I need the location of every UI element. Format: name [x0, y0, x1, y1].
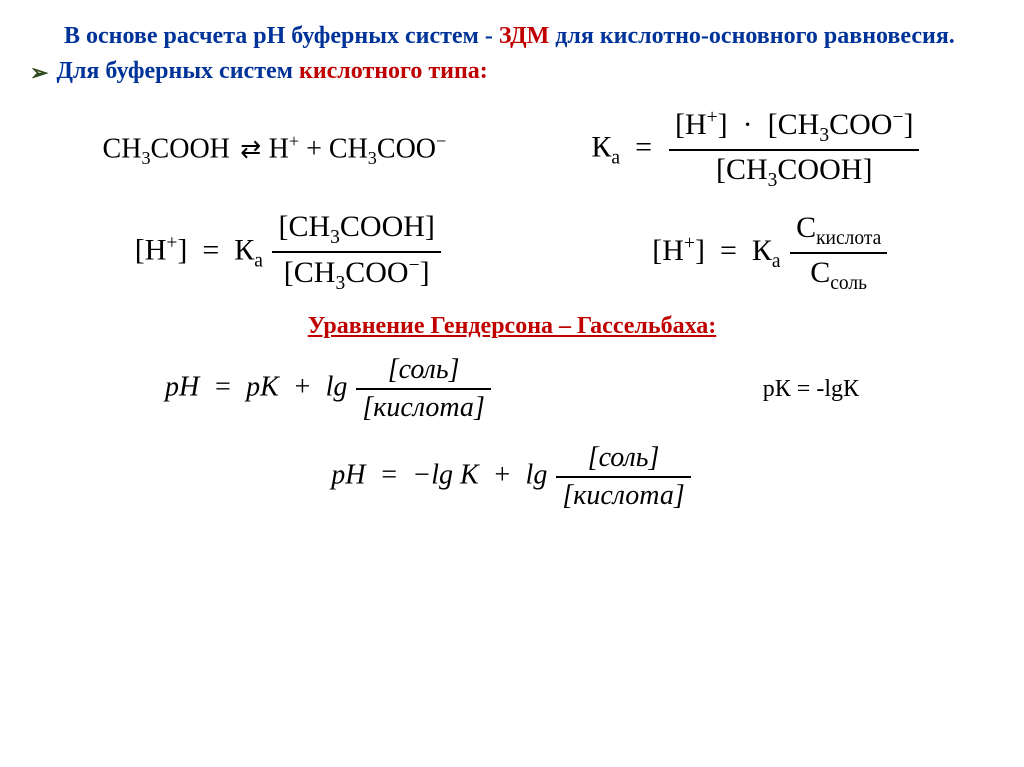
bullet-line: ➢ Для буферных систем кислотного типа: — [30, 58, 994, 89]
intro-zdm: ЗДМ — [499, 23, 549, 49]
subline-red: кислотного типа: — [299, 58, 488, 84]
subline-prefix: Для буферных систем — [56, 58, 299, 84]
henderson-expanded: pH = −lg К + lg [соль] [кислота] — [331, 442, 693, 512]
dissociation-eq: CH3COOH ⇄ H+ + CH3COO− — [103, 131, 447, 169]
h-conc-acid-salt: [H+] = Кa [CH3COOH] [CH3COO−] — [135, 210, 443, 295]
formula-row-3: pH = pК + lg [соль] [кислота] рК = -lgК — [30, 354, 994, 424]
intro-part1: В основе расчета рН буферных систем - — [64, 23, 499, 49]
henderson-short: pH = pК + lg [соль] [кислота] — [165, 354, 493, 424]
h-conc-general: [H+] = Кa Скислота Ссоль — [652, 211, 889, 295]
henderson-title-text: Уравнение Гендерсона – Гассельбаха: — [308, 313, 717, 339]
formula-row-2: [H+] = Кa [CH3COOH] [CH3COO−] [H+] = Кa … — [30, 210, 994, 295]
formula-row-1: CH3COOH ⇄ H+ + CH3COO− Кa = [H+] · [CH3C… — [30, 107, 994, 192]
henderson-title: Уравнение Гендерсона – Гассельбаха: — [30, 313, 994, 340]
intro-paragraph: В основе расчета рН буферных систем - ЗД… — [30, 20, 994, 52]
formula-row-4: pH = −lg К + lg [соль] [кислота] — [30, 442, 994, 512]
ka-expression: Кa = [H+] · [CH3COO−] [CH3COOH] — [591, 107, 921, 192]
chevron-icon: ➢ — [30, 58, 48, 89]
pk-definition: рК = -lgК — [763, 376, 859, 403]
intro-part2: для кислотно-основного равновесия. — [549, 23, 955, 49]
